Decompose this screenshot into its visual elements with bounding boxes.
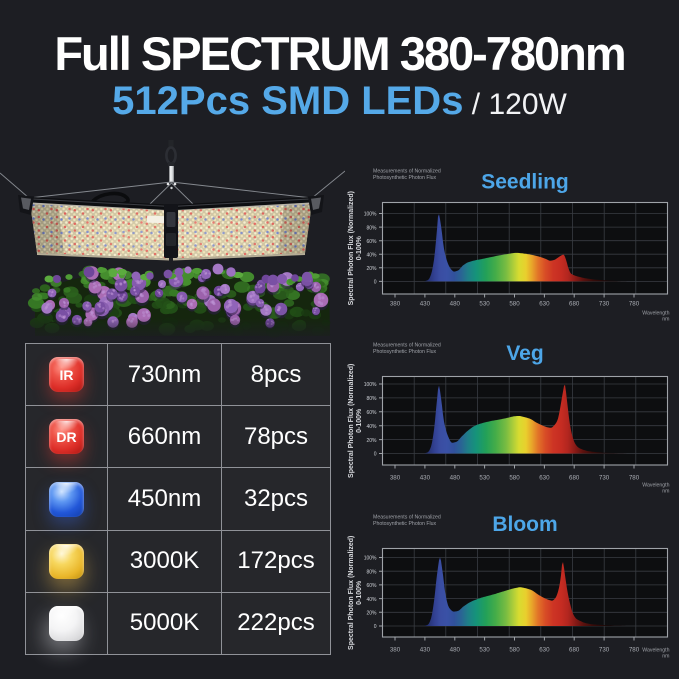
svg-text:780: 780 (629, 475, 640, 482)
svg-text:Wavelength: Wavelength (642, 648, 669, 654)
svg-text:0-100%: 0-100% (356, 408, 363, 433)
svg-text:730: 730 (599, 301, 610, 308)
svg-text:680: 680 (569, 475, 580, 482)
svg-text:60%: 60% (366, 410, 377, 416)
svg-text:680: 680 (569, 647, 580, 654)
svg-text:Measurements of Normalized: Measurements of Normalized (373, 169, 441, 175)
svg-text:Veg: Veg (506, 342, 543, 365)
svg-text:80%: 80% (366, 396, 377, 402)
svg-text:Seedling: Seedling (481, 171, 569, 194)
svg-text:20%: 20% (366, 266, 377, 272)
svg-text:580: 580 (509, 301, 520, 308)
svg-text:100%: 100% (364, 382, 377, 388)
svg-text:100%: 100% (364, 556, 377, 562)
svg-text:0-100%: 0-100% (356, 235, 363, 260)
svg-text:780: 780 (629, 647, 640, 654)
svg-text:430: 430 (420, 301, 431, 308)
svg-text:580: 580 (509, 647, 520, 654)
svg-text:Bloom: Bloom (492, 513, 557, 536)
svg-text:40%: 40% (366, 252, 377, 258)
svg-text:nm: nm (662, 489, 669, 495)
svg-text:530: 530 (479, 301, 490, 308)
svg-text:630: 630 (539, 475, 550, 482)
svg-text:730: 730 (599, 475, 610, 482)
svg-text:Wavelength: Wavelength (642, 311, 669, 317)
svg-text:530: 530 (479, 647, 490, 654)
svg-text:Photosynthetic Photon Flux: Photosynthetic Photon Flux (373, 349, 437, 355)
svg-text:nm: nm (662, 317, 669, 323)
svg-text:480: 480 (450, 647, 461, 654)
svg-text:60%: 60% (366, 239, 377, 245)
svg-text:380: 380 (390, 301, 401, 308)
svg-text:730: 730 (599, 647, 610, 654)
svg-text:Wavelength: Wavelength (642, 483, 669, 489)
svg-text:630: 630 (539, 647, 550, 654)
svg-text:Spectral Photon Flux (Normaliz: Spectral Photon Flux (Normalized) (348, 191, 355, 305)
svg-text:Photosynthetic Photon Flux: Photosynthetic Photon Flux (373, 521, 437, 527)
svg-text:0: 0 (374, 624, 377, 630)
svg-text:780: 780 (629, 301, 640, 308)
svg-text:Photosynthetic Photon Flux: Photosynthetic Photon Flux (373, 175, 437, 181)
svg-text:0: 0 (374, 452, 377, 458)
svg-text:40%: 40% (366, 424, 377, 430)
svg-text:680: 680 (569, 301, 580, 308)
svg-text:430: 430 (420, 475, 431, 482)
svg-text:40%: 40% (366, 597, 377, 603)
svg-text:20%: 20% (366, 438, 377, 444)
svg-text:nm: nm (662, 654, 669, 660)
svg-text:Measurements of Normalized: Measurements of Normalized (373, 343, 441, 349)
svg-text:480: 480 (450, 475, 461, 482)
svg-text:530: 530 (479, 475, 490, 482)
svg-text:0: 0 (374, 280, 377, 286)
svg-text:0-100%: 0-100% (356, 580, 363, 605)
svg-text:80%: 80% (366, 225, 377, 231)
svg-text:Spectral Photon Flux (Normaliz: Spectral Photon Flux (Normalized) (348, 364, 355, 478)
svg-text:80%: 80% (366, 569, 377, 575)
svg-text:20%: 20% (366, 611, 377, 617)
svg-text:480: 480 (450, 301, 461, 308)
svg-text:430: 430 (420, 647, 431, 654)
svg-text:Spectral Photon Flux (Normaliz: Spectral Photon Flux (Normalized) (348, 536, 355, 650)
svg-text:60%: 60% (366, 583, 377, 589)
svg-text:100%: 100% (364, 212, 377, 218)
svg-text:630: 630 (539, 301, 550, 308)
svg-text:Measurements of Normalized: Measurements of Normalized (373, 515, 441, 521)
svg-text:380: 380 (390, 475, 401, 482)
svg-text:580: 580 (509, 475, 520, 482)
svg-text:380: 380 (390, 647, 401, 654)
